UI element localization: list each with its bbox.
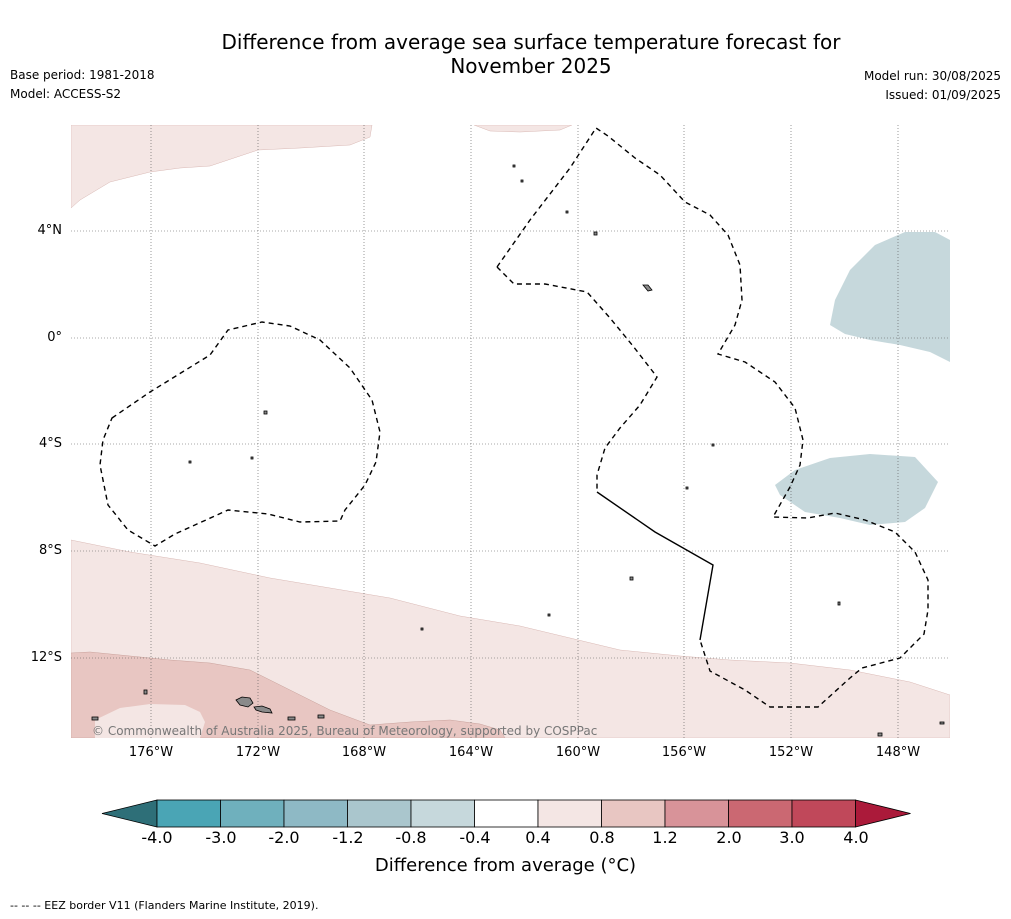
colorbar-segment	[537, 799, 602, 828]
islands	[91, 164, 945, 737]
colorbar-extend-high	[855, 799, 911, 828]
eez-border-solid	[596, 491, 714, 641]
island-6	[547, 613, 551, 617]
colorbar-segment	[347, 799, 412, 828]
warm-anomaly-region-n	[473, 125, 573, 133]
island-manua	[317, 714, 325, 719]
lon-label-160w: 160°W	[555, 745, 601, 760]
colorbar-label: Difference from average (°C)	[374, 855, 637, 876]
colorbar-tick: -3.0	[205, 828, 237, 847]
colorbar-segment	[220, 799, 285, 828]
base-period-text: Base period: 1981-2018	[10, 68, 155, 82]
island-5	[629, 576, 634, 581]
eez-borders	[99, 127, 929, 708]
warm-anomaly-region-nw	[71, 125, 373, 209]
lon-label-152w: 152°W	[768, 745, 814, 760]
eez-border-kiribati-north	[496, 127, 929, 708]
lat-label-0: 0°	[47, 330, 62, 345]
colorbar-tick: 0.8	[589, 828, 615, 847]
colorbar-tick: 3.0	[779, 828, 805, 847]
island-3	[250, 456, 254, 460]
eez-footnote: -- -- -- EEZ border V11 (Flanders Marine…	[10, 899, 319, 912]
title-line-2: November 2025	[450, 54, 612, 78]
colorbar-extend-low	[101, 799, 158, 828]
eez-border-kiribati-west	[496, 266, 658, 492]
lat-label-12s: 12°S	[30, 650, 62, 665]
colorbar-tick: -1.2	[332, 828, 364, 847]
colorbar-segment	[728, 799, 793, 828]
island-10	[420, 627, 424, 631]
colorbar-segment	[601, 799, 666, 828]
colorbar-tick: -0.4	[459, 828, 491, 847]
colorbar-tick: 1.2	[652, 828, 678, 847]
cool-anomaly-region-ne	[830, 232, 950, 362]
island-7	[685, 486, 689, 490]
colorbar-segment	[791, 799, 856, 828]
island-jarvis-area	[642, 284, 653, 292]
lat-label-4s: 4°S	[38, 436, 62, 451]
island-13	[565, 210, 569, 214]
island-11	[512, 164, 516, 168]
island-8	[711, 443, 715, 447]
island-12	[520, 179, 524, 183]
island-14	[877, 732, 883, 737]
lon-label-156w: 156°W	[661, 745, 707, 760]
warm-anomaly-region-south	[71, 539, 950, 738]
map-plot-area	[71, 125, 950, 738]
lat-label-8s: 8°S	[38, 543, 62, 558]
meta-right: Model run: 30/08/2025 Issued: 01/09/2025	[864, 67, 1001, 105]
island-1	[593, 231, 598, 236]
island-2	[263, 410, 268, 415]
meta-left: Base period: 1981-2018 Model: ACCESS-S2	[10, 66, 155, 104]
colorbar-tick: 0.4	[525, 828, 551, 847]
colorbar-tick: -2.0	[268, 828, 300, 847]
model-run-text: Model run: 30/08/2025	[863, 69, 1001, 83]
model-text: Model: ACCESS-S2	[10, 87, 122, 101]
issued-text: Issued: 01/09/2025	[885, 88, 1001, 102]
lon-label-176w: 176°W	[128, 745, 174, 760]
colorbar-tick: -0.8	[395, 828, 427, 847]
map-title: Difference from average sea surface temp…	[0, 30, 1011, 78]
island-fututa	[91, 716, 99, 721]
cool-anomaly-region-e	[775, 454, 938, 525]
eez-border-tokelau	[99, 321, 381, 547]
island-15	[939, 721, 945, 725]
island-4	[188, 460, 192, 464]
island-upolu	[253, 705, 273, 714]
colorbar-tick: 4.0	[843, 828, 869, 847]
colorbar-tick: 2.0	[716, 828, 742, 847]
colorbar-segment	[664, 799, 729, 828]
lon-label-168w: 168°W	[341, 745, 387, 760]
colorbar-segment	[474, 799, 539, 828]
copyright-text: © Commonwealth of Australia 2025, Bureau…	[92, 724, 598, 738]
lon-label-148w: 148°W	[875, 745, 921, 760]
island-9	[837, 601, 841, 606]
island-savaii	[235, 696, 254, 708]
island-wallis	[143, 689, 148, 695]
colorbar	[101, 799, 911, 828]
colorbar-segment	[283, 799, 348, 828]
lon-label-172w: 172°W	[235, 745, 281, 760]
lon-label-164w: 164°W	[448, 745, 494, 760]
neutral-patch-sw	[95, 704, 205, 738]
graticule	[71, 125, 950, 738]
colorbar-segment	[410, 799, 475, 828]
lat-label-4n: 4°N	[37, 223, 63, 238]
title-line-1: Difference from average sea surface temp…	[221, 30, 841, 54]
colorbar-segment	[156, 799, 221, 828]
colorbar-tick: -4.0	[141, 828, 173, 847]
island-tutuila	[287, 716, 296, 721]
